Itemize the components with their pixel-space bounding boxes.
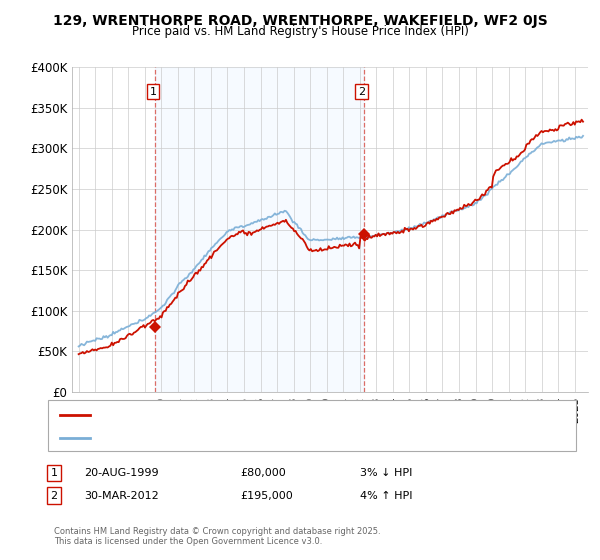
Text: 129, WRENTHORPE ROAD, WRENTHORPE, WAKEFIELD, WF2 0JS: 129, WRENTHORPE ROAD, WRENTHORPE, WAKEFI… — [53, 14, 547, 28]
Text: 1: 1 — [149, 87, 157, 96]
Text: Price paid vs. HM Land Registry's House Price Index (HPI): Price paid vs. HM Land Registry's House … — [131, 25, 469, 38]
Text: 2: 2 — [358, 87, 365, 96]
Text: £195,000: £195,000 — [240, 491, 293, 501]
Text: £80,000: £80,000 — [240, 468, 286, 478]
Text: 3% ↓ HPI: 3% ↓ HPI — [360, 468, 412, 478]
Text: 30-MAR-2012: 30-MAR-2012 — [84, 491, 159, 501]
Text: HPI: Average price, detached house, Wakefield: HPI: Average price, detached house, Wake… — [96, 433, 340, 443]
Text: 129, WRENTHORPE ROAD, WRENTHORPE, WAKEFIELD, WF2 0JS (detached house): 129, WRENTHORPE ROAD, WRENTHORPE, WAKEFI… — [96, 409, 520, 419]
Text: 1: 1 — [50, 468, 58, 478]
Text: 2: 2 — [50, 491, 58, 501]
Text: 20-AUG-1999: 20-AUG-1999 — [84, 468, 158, 478]
Text: 4% ↑ HPI: 4% ↑ HPI — [360, 491, 413, 501]
Text: Contains HM Land Registry data © Crown copyright and database right 2025.
This d: Contains HM Land Registry data © Crown c… — [54, 526, 380, 546]
Bar — [155, 67, 364, 392]
